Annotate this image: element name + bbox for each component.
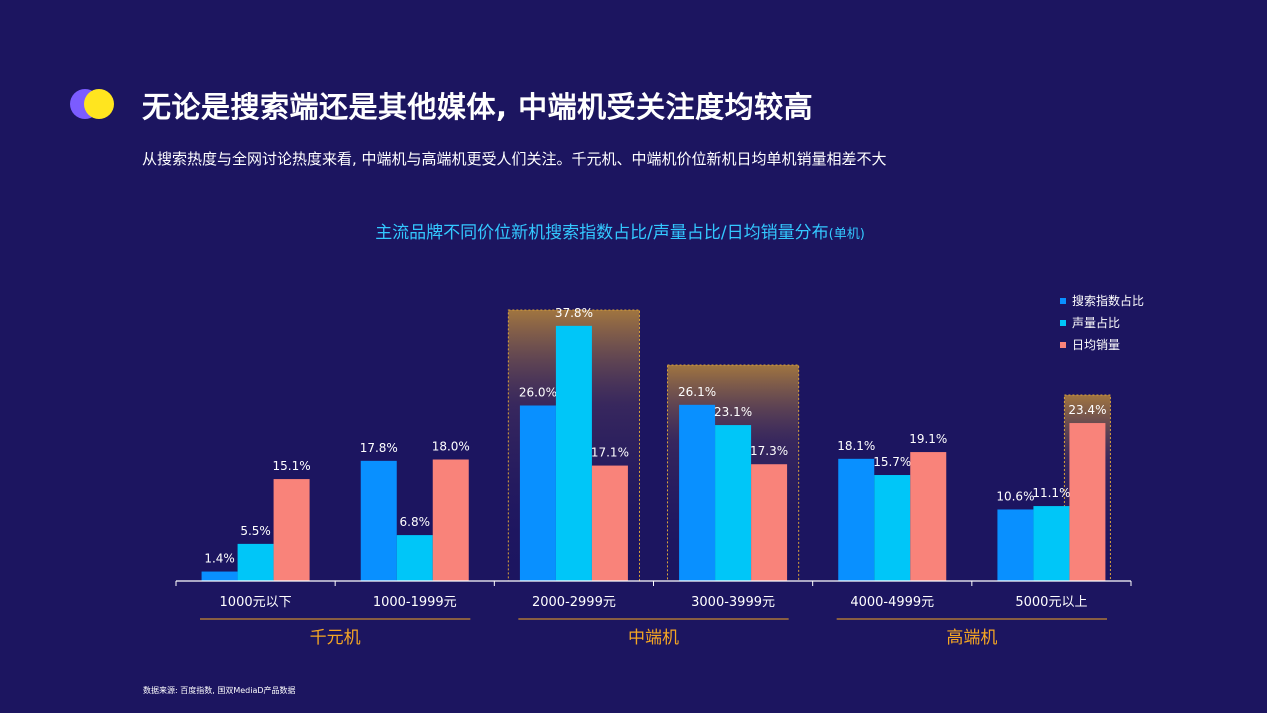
x-tick-label: 1000元以下: [220, 595, 292, 610]
bar: [1033, 506, 1070, 581]
bar: [237, 543, 274, 581]
legend-swatch: [1060, 298, 1066, 304]
bar-value-label: 17.3%: [750, 444, 788, 458]
page-subtitle: 从搜索热度与全网讨论热度来看, 中端机与高端机更受人们关注。千元机、中端机价位新…: [142, 150, 887, 168]
bar: [360, 460, 397, 581]
bar-value-label: 6.8%: [400, 515, 431, 529]
bar: [679, 404, 716, 581]
bar: [273, 479, 310, 581]
bar: [1069, 423, 1106, 581]
x-tick-label: 4000-4999元: [850, 595, 934, 610]
x-tick-label: 1000-1999元: [373, 595, 457, 610]
chart-title-suffix: (单机): [828, 227, 865, 242]
group-label: 高端机: [946, 628, 997, 648]
logo-icon: [70, 89, 116, 119]
logo-circle-yellow: [84, 89, 114, 119]
bar-value-label: 26.0%: [519, 386, 557, 400]
bar-value-label: 17.1%: [591, 446, 629, 460]
legend-swatch: [1060, 320, 1066, 326]
x-tick-label: 2000-2999元: [532, 595, 616, 610]
legend-swatch: [1060, 342, 1066, 348]
bar-value-label: 1.4%: [204, 552, 235, 566]
bar: [910, 452, 947, 581]
bar: [874, 475, 911, 581]
bar: [751, 464, 788, 581]
legend-label: 日均销量: [1072, 338, 1120, 352]
bar: [201, 571, 238, 581]
bar-value-label: 26.1%: [678, 385, 716, 399]
bar: [519, 405, 556, 581]
chart-title: 主流品牌不同价位新机搜索指数占比/声量占比/日均销量分布(单机): [0, 218, 1240, 243]
data-source-note: 数据来源: 百度指数, 国双MediaD产品数据: [143, 686, 296, 695]
bar: [432, 459, 469, 581]
bar-value-label: 23.4%: [1068, 403, 1106, 417]
x-tick-label: 5000元以上: [1015, 595, 1087, 610]
bar-value-label: 19.1%: [909, 432, 947, 446]
page-title: 无论是搜索端还是其他媒体, 中端机受关注度均较高: [142, 90, 814, 124]
bar-value-label: 18.0%: [432, 440, 470, 454]
chart-title-main: 主流品牌不同价位新机搜索指数占比/声量占比/日均销量分布: [375, 223, 829, 243]
group-label: 千元机: [310, 628, 361, 648]
bar-value-label: 15.7%: [873, 455, 911, 469]
bar-value-label: 23.1%: [714, 405, 752, 419]
legend-label: 搜索指数占比: [1072, 293, 1144, 308]
legend-label: 声量占比: [1072, 315, 1120, 330]
bar: [591, 465, 628, 581]
bar-value-label: 10.6%: [996, 489, 1034, 503]
bar: [396, 535, 433, 581]
bar-value-label: 15.1%: [273, 459, 311, 473]
bar-value-label: 17.8%: [360, 441, 398, 455]
bar-value-label: 5.5%: [240, 524, 271, 538]
bar: [555, 325, 592, 581]
x-tick-label: 3000-3999元: [691, 595, 775, 610]
group-label: 中端机: [628, 628, 679, 648]
bar-value-label: 18.1%: [837, 439, 875, 453]
bar: [838, 458, 875, 581]
bar: [715, 425, 752, 581]
bar: [997, 509, 1034, 581]
bar-value-label: 37.8%: [555, 306, 593, 320]
bar-value-label: 11.1%: [1032, 486, 1070, 500]
